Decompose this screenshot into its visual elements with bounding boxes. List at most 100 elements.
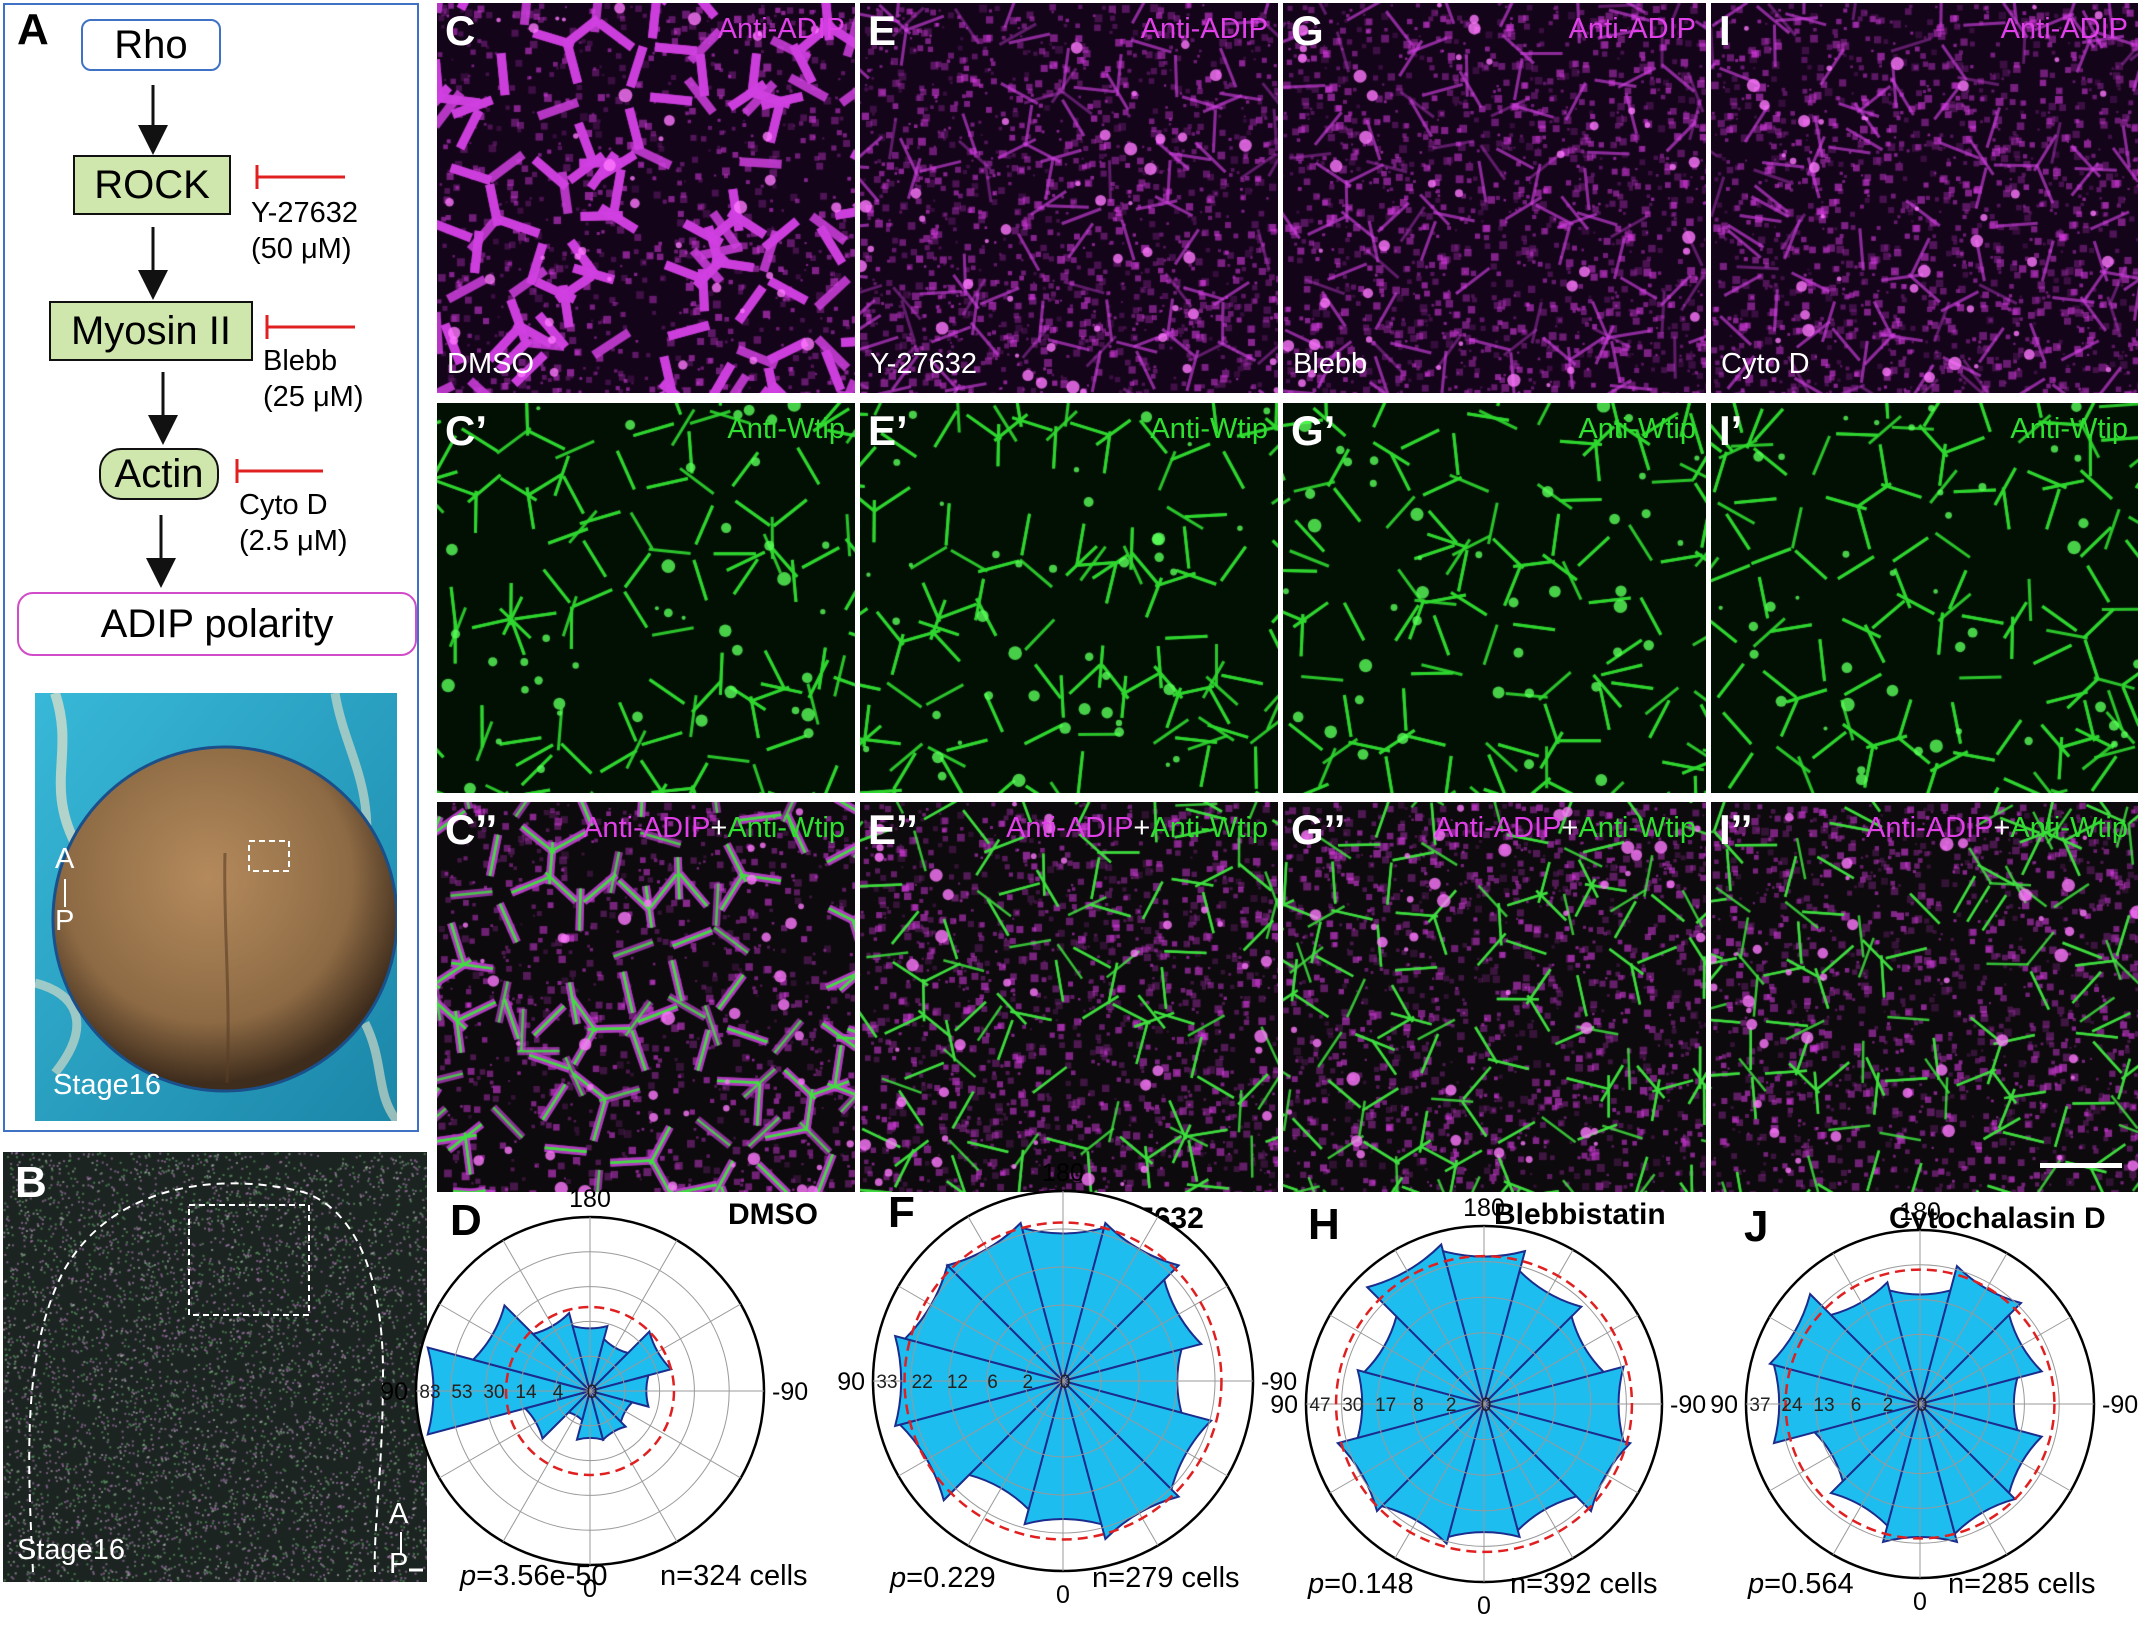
tissue-axis-a: A xyxy=(389,1498,409,1530)
treatment-label: Blebb xyxy=(1293,348,1368,380)
p-symbol: p xyxy=(1308,1568,1325,1600)
treatment-label: Cyto D xyxy=(1721,348,1810,380)
grid-spoke xyxy=(1919,1403,2008,1555)
radial-tick-label: 2 xyxy=(1446,1395,1457,1416)
p-value: p=0.564 xyxy=(1748,1568,1854,1601)
micrograph-wtip-2: E’ Anti-Wtip xyxy=(860,403,1278,793)
treatment-label: DMSO xyxy=(447,348,534,380)
channel-label: Anti-ADIP xyxy=(1141,13,1268,46)
channel-wtip-label: Anti-Wtip xyxy=(1150,413,1268,445)
micrograph-image xyxy=(437,3,855,393)
channel-label: Anti-ADIP xyxy=(2001,13,2128,46)
micrograph-image xyxy=(860,3,1278,393)
treatment-label: Y-27632 xyxy=(870,348,977,380)
radial-tick-label: 14 xyxy=(515,1382,537,1403)
node-actin: Actin xyxy=(99,448,219,500)
chart-title: Blebbistatin xyxy=(1494,1198,1666,1231)
angle-label: 0 xyxy=(1913,1588,1927,1616)
panel-letter-a: A xyxy=(17,5,49,54)
embryo-axis-p: P xyxy=(55,905,75,937)
radial-tick-label: 0 xyxy=(1481,1395,1492,1416)
channel-adip-label: Anti-ADIP xyxy=(1140,13,1268,45)
radial-tick-label: 30 xyxy=(483,1382,504,1403)
channel-label: Anti-ADIP+Anti-Wtip xyxy=(1866,812,2128,845)
micrograph-merge-1: C’’ Anti-ADIP+Anti-Wtip xyxy=(437,802,855,1192)
micrograph-image xyxy=(1283,802,1706,1192)
channel-wtip-label: Anti-Wtip xyxy=(1578,812,1696,844)
panel-letter: F xyxy=(888,1188,915,1237)
channel-adip-label: Anti-ADIP xyxy=(2000,13,2128,45)
panel-letter: E’’ xyxy=(868,806,918,853)
uniform-reference-circle xyxy=(903,1221,1223,1541)
angle-label: 90 xyxy=(1270,1391,1298,1419)
micrograph-adip-4: I Anti-ADIP Cyto D xyxy=(1711,3,2138,393)
grid-spoke xyxy=(1832,1253,1921,1405)
plus-sign: + xyxy=(710,812,728,844)
channel-label: Anti-ADIP+Anti-Wtip xyxy=(583,812,845,845)
tissue-roi-box xyxy=(188,1204,310,1316)
grid-spoke xyxy=(1769,1403,1921,1492)
angle-label: 180 xyxy=(1042,1159,1084,1187)
panel-letter: J xyxy=(1744,1202,1769,1251)
uniform-reference-circle xyxy=(1784,1268,2056,1540)
radial-tick-label: 6 xyxy=(987,1372,998,1393)
channel-adip-label: Anti-ADIP xyxy=(1866,812,1994,844)
micrograph-adip-2: E Anti-ADIP Y-27632 xyxy=(860,3,1278,393)
channel-wtip-label: Anti-Wtip xyxy=(1578,413,1696,445)
embryo-axis-a: A xyxy=(55,843,75,875)
grid-spoke xyxy=(1919,1253,2008,1405)
radial-tick-label: 0 xyxy=(1917,1395,1928,1416)
grid-spoke xyxy=(1394,1249,1485,1405)
uniform-reference-circle xyxy=(1334,1254,1634,1554)
panel-b-tissue: B A P Stage16 xyxy=(3,1152,427,1582)
node-adip-polarity: ADIP polarity xyxy=(17,592,417,656)
plus-sign: + xyxy=(1133,812,1151,844)
micrograph-image xyxy=(437,802,855,1192)
scale-bar xyxy=(2040,1163,2122,1168)
tissue-overlay xyxy=(28,1182,423,1573)
micrograph-image xyxy=(437,403,855,793)
channel-adip-label: Anti-ADIP xyxy=(1434,812,1562,844)
inhibitor-actin: Cyto D (2.5 μM) xyxy=(239,489,348,557)
angle-label: 90 xyxy=(837,1368,865,1396)
grid-spoke xyxy=(502,1240,591,1392)
panel-letter: E xyxy=(868,7,897,54)
radial-tick-label: 6 xyxy=(1851,1395,1862,1416)
radial-tick-label: 0 xyxy=(1060,1372,1071,1393)
channel-wtip-label: Anti-Wtip xyxy=(2010,812,2128,844)
grid-spoke xyxy=(439,1303,591,1392)
p-symbol: p xyxy=(1748,1568,1765,1600)
angle-label: 180 xyxy=(569,1185,611,1213)
chart-title: DMSO xyxy=(728,1198,818,1231)
p-value: p=0.229 xyxy=(890,1562,996,1595)
panel-letter: H xyxy=(1308,1200,1340,1249)
grid-spoke xyxy=(589,1240,678,1392)
polar-plot-svg: 180 0 90 -90 37 24 13 6 2 0 xyxy=(1710,1198,2138,1616)
channel-wtip-label: Anti-Wtip xyxy=(727,812,845,844)
plus-sign: + xyxy=(1993,812,2011,844)
micrograph-image xyxy=(1711,3,2138,393)
channel-label: Anti-ADIP xyxy=(1569,13,1696,46)
grid-spoke xyxy=(1919,1316,2071,1405)
inhibitor-myosin: Blebb (25 μM) xyxy=(263,345,364,413)
micrograph-merge-4: I’’ Anti-ADIP+Anti-Wtip xyxy=(1711,802,2138,1192)
p-value: p=0.148 xyxy=(1308,1568,1414,1601)
channel-wtip-label: Anti-Wtip xyxy=(2010,413,2128,445)
cell-count: n=324 cells xyxy=(660,1560,808,1592)
micrograph-wtip-4: I’ Anti-Wtip xyxy=(1711,403,2138,793)
channel-label: Anti-ADIP+Anti-Wtip xyxy=(1006,812,1268,845)
panel-letter: C’ xyxy=(445,407,487,454)
polar-plot-svg: 180 0 90 -90 83 53 30 14 4 0 xyxy=(380,1185,808,1603)
channel-adip-label: Anti-ADIP xyxy=(1568,13,1696,45)
micrograph-image xyxy=(1711,802,2138,1192)
panel-letter: G’ xyxy=(1291,407,1336,454)
angle-label: -90 xyxy=(1670,1391,1706,1419)
grid-spoke xyxy=(589,1303,741,1392)
p-symbol: p xyxy=(460,1560,477,1592)
channel-label: Anti-Wtip xyxy=(2010,413,2128,446)
grid-spoke xyxy=(898,1380,1064,1477)
radial-tick-label: 12 xyxy=(947,1372,968,1393)
node-rho: Rho xyxy=(81,19,221,71)
channel-adip-label: Anti-ADIP xyxy=(717,13,845,45)
embryo-photo: A P Stage16 xyxy=(35,693,397,1121)
